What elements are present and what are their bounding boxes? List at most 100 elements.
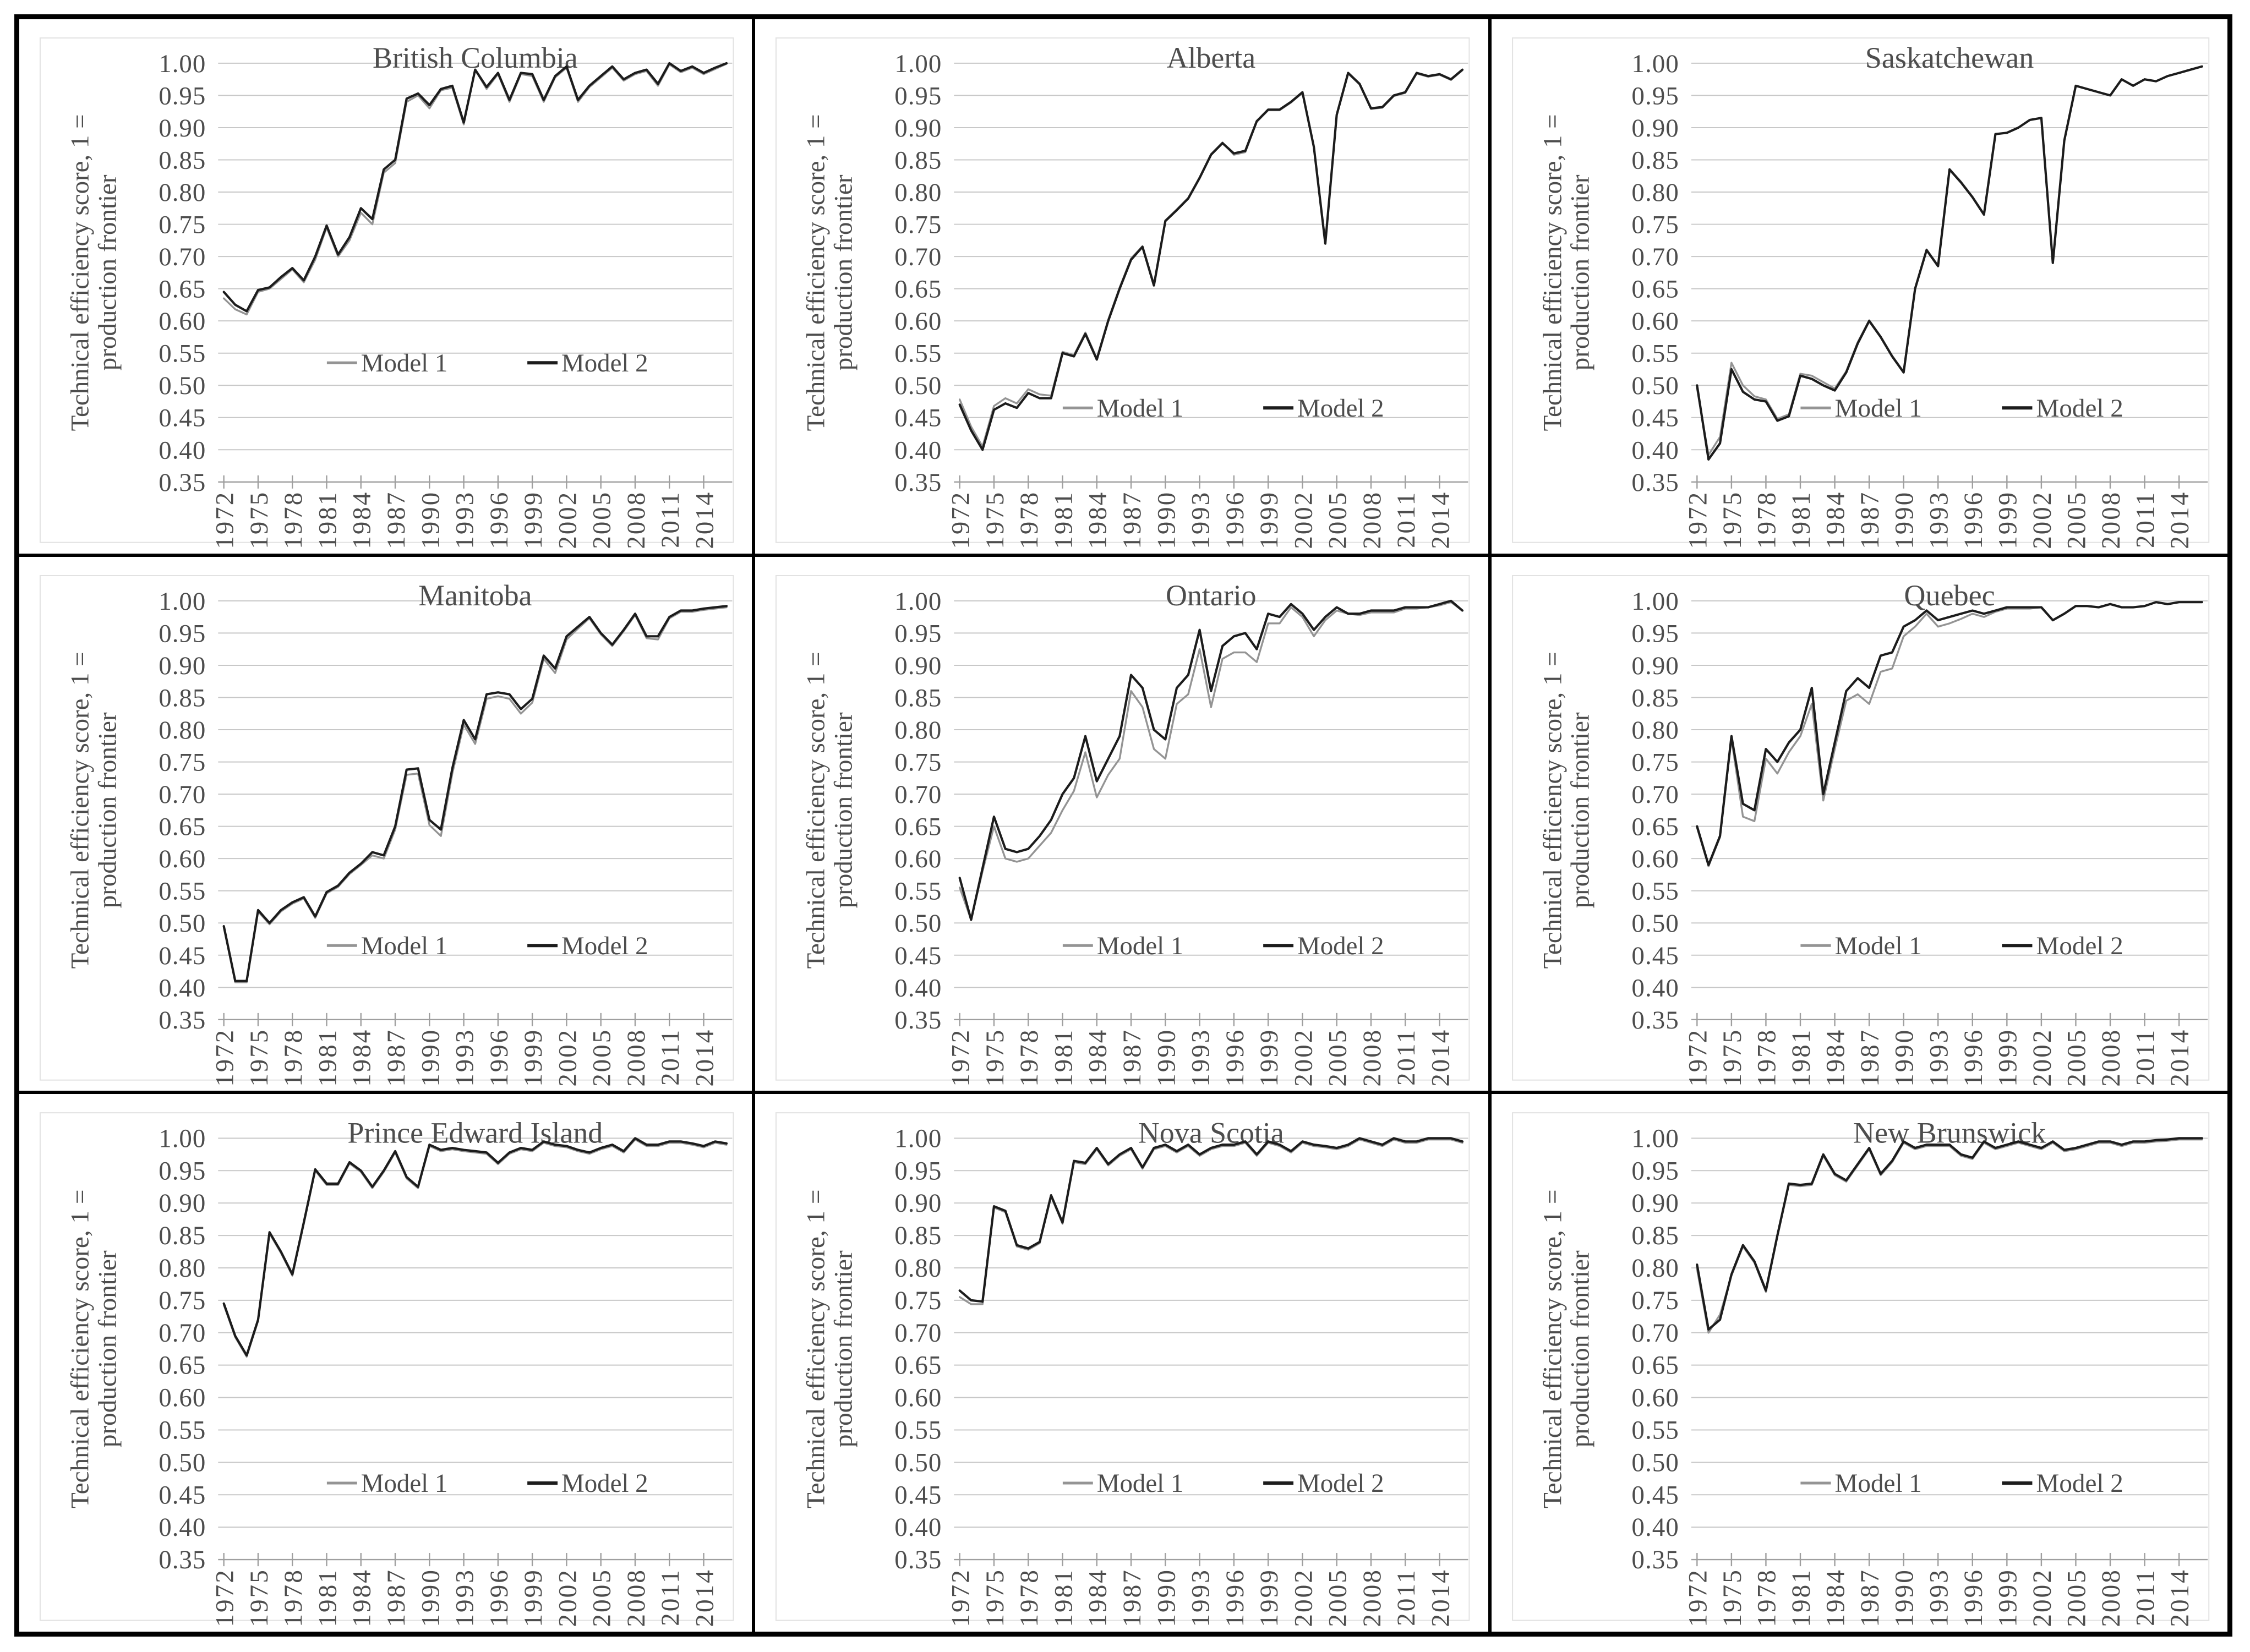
y-tick-label-0.85: 0.85	[1631, 683, 1679, 712]
x-tick-label-2002: 2002	[553, 1028, 582, 1086]
y-tick-label-0.45: 0.45	[895, 404, 942, 433]
y-tick-label-0.60: 0.60	[895, 845, 942, 873]
y-tick-label-0.50: 0.50	[159, 909, 206, 938]
x-tick-label-1978: 1978	[1752, 491, 1781, 549]
x-tick-label-1990: 1990	[1890, 1568, 1919, 1627]
x-tick-label-1972: 1972	[947, 491, 975, 549]
chart-saskatchewan: 1.00 0.95 0.90 0.85 0.80 0.75 0.70 0.65 0.60 0.55…	[1511, 37, 2209, 549]
legend-label-model-1: Model 1	[1834, 932, 1921, 960]
legend-label-model-2: Model 2	[561, 932, 648, 960]
series-model-2-line	[222, 62, 728, 313]
y-tick-label-0.45: 0.45	[159, 404, 206, 433]
y-tick-label-0.70: 0.70	[895, 1319, 942, 1348]
y-tick-label-0.85: 0.85	[159, 683, 206, 712]
x-tick-label-2011: 2011	[656, 1568, 685, 1626]
y-tick-label-0.65: 0.65	[159, 275, 206, 304]
x-tick-label-2008: 2008	[2097, 491, 2126, 549]
plot-frame	[1511, 37, 2209, 543]
y-tick-label-0.35: 0.35	[895, 1005, 942, 1034]
x-tick-label-1996: 1996	[485, 491, 514, 549]
y-tick-label-0.95: 0.95	[1631, 1157, 1679, 1186]
x-tick-label-1996: 1996	[1221, 491, 1249, 549]
x-tick-label-2008: 2008	[622, 1568, 651, 1627]
y-tick-label-0.50: 0.50	[1631, 1449, 1679, 1478]
y-axis-title-line2: production frontier	[1566, 712, 1594, 908]
plot-frame	[776, 37, 1470, 543]
x-tick-label-2002: 2002	[1290, 1568, 1318, 1627]
series-model-1-line	[959, 69, 1464, 448]
x-tick-label-1972: 1972	[947, 1568, 975, 1627]
x-tick-label-1972: 1972	[211, 1028, 239, 1086]
legend-label-model-1: Model 1	[1097, 394, 1184, 423]
legend-label-model-2: Model 2	[2036, 394, 2123, 423]
y-tick-label-0.45: 0.45	[159, 941, 206, 970]
x-tick-label-2011: 2011	[656, 491, 685, 548]
chart-cell-ontario: 1.00 0.95 0.90 0.85 0.80 0.75 0.70 0.65 0.60 0.55…	[755, 556, 1492, 1095]
x-tick-label-2005: 2005	[588, 491, 616, 549]
chart-new-brunswick: 1.00 0.95 0.90 0.85 0.80 0.75 0.70 0.65 0.60 0.55…	[1511, 1112, 2209, 1627]
y-tick-label-0.95: 0.95	[895, 1157, 942, 1186]
legend: Model 1 Model 2	[326, 1469, 648, 1498]
x-tick-label-2002: 2002	[1290, 1028, 1318, 1086]
y-tick-label-0.60: 0.60	[895, 1384, 942, 1413]
x-tick-label-2014: 2014	[2166, 1028, 2194, 1086]
legend-label-model-2: Model 2	[2036, 932, 2123, 960]
y-tick-label-0.85: 0.85	[895, 146, 942, 174]
y-tick-label-1.00: 1.00	[895, 1125, 942, 1153]
y-tick-label-0.75: 0.75	[1631, 748, 1679, 776]
y-tick-label-0.85: 0.85	[159, 1222, 206, 1250]
x-tick-label-1993: 1993	[451, 491, 479, 549]
y-tick-label-0.35: 0.35	[895, 1546, 942, 1574]
y-tick-label-0.75: 0.75	[1631, 1287, 1679, 1315]
chart-cell-manitoba: 1.00 0.95 0.90 0.85 0.80 0.75 0.70 0.65 0.60 0.55…	[19, 556, 756, 1095]
x-tick-label-2008: 2008	[622, 1028, 651, 1086]
x-tick-label-1987: 1987	[382, 1028, 411, 1086]
x-tick-label-1972: 1972	[947, 1028, 975, 1086]
x-tick-label-2014: 2014	[690, 1028, 719, 1086]
y-tick-label-0.80: 0.80	[1631, 716, 1679, 745]
x-tick-label-1987: 1987	[1856, 491, 1885, 549]
y-tick-label-1.00: 1.00	[159, 587, 206, 616]
y-tick-label-1.00: 1.00	[895, 587, 942, 616]
y-tick-label-1.00: 1.00	[159, 1125, 206, 1153]
y-tick-label-0.40: 0.40	[1631, 1514, 1679, 1542]
legend: Model 1 Model 2	[326, 932, 648, 960]
x-tick-label-1978: 1978	[1752, 1568, 1781, 1627]
chart-british-columbia: 1.00 0.95 0.90 0.85 0.80 0.75 0.70 0.65 0.60 0.55…	[39, 37, 734, 549]
chart-title: Ontario	[1166, 579, 1257, 612]
x-tick-label-1975: 1975	[1718, 1568, 1747, 1627]
y-tick-label-0.35: 0.35	[1631, 1546, 1679, 1574]
x-tick-label-1987: 1987	[1118, 1568, 1146, 1627]
y-tick-label-0.60: 0.60	[1631, 845, 1679, 873]
x-tick-label-2002: 2002	[2028, 1568, 2057, 1627]
y-tick-label-0.85: 0.85	[895, 683, 942, 712]
y-tick-label-0.50: 0.50	[895, 371, 942, 400]
x-tick-label-2008: 2008	[622, 491, 651, 549]
chart-title: Manitoba	[418, 579, 532, 612]
chart-title: Alberta	[1167, 41, 1256, 74]
legend: Model 1 Model 2	[326, 349, 648, 378]
x-tick-label-1996: 1996	[485, 1568, 514, 1627]
chart-title: Saskatchewan	[1865, 41, 2034, 74]
x-tick-label-2002: 2002	[2028, 1028, 2057, 1086]
chart-cell-nova-scotia: 1.00 0.95 0.90 0.85 0.80 0.75 0.70 0.65 0.60 0.55…	[755, 1094, 1492, 1632]
x-tick-label-1975: 1975	[1718, 1028, 1747, 1086]
x-tick-label-2005: 2005	[1324, 1028, 1352, 1086]
y-tick-label-0.90: 0.90	[159, 114, 206, 143]
series-model-1-line	[1696, 65, 2203, 456]
y-tick-label-0.55: 0.55	[159, 877, 206, 905]
y-tick-label-0.40: 0.40	[1631, 436, 1679, 464]
x-tick-label-1984: 1984	[1821, 491, 1850, 549]
y-tick-label-0.45: 0.45	[159, 1481, 206, 1510]
x-tick-label-2008: 2008	[1358, 1028, 1386, 1086]
chart-nova-scotia: 1.00 0.95 0.90 0.85 0.80 0.75 0.70 0.65 0.60 0.55…	[776, 1112, 1470, 1627]
x-tick-label-1978: 1978	[1015, 1568, 1044, 1627]
x-tick-label-1990: 1990	[1890, 491, 1919, 549]
y-tick-label-0.95: 0.95	[1631, 81, 1679, 110]
chart-cell-saskatchewan: 1.00 0.95 0.90 0.85 0.80 0.75 0.70 0.65 0.60 0.55…	[1491, 19, 2227, 557]
x-tick-label-2002: 2002	[1290, 491, 1318, 549]
y-tick-label-0.50: 0.50	[895, 909, 942, 938]
legend-label-model-1: Model 1	[361, 932, 448, 960]
chart-quebec: 1.00 0.95 0.90 0.85 0.80 0.75 0.70 0.65 0.60 0.55…	[1511, 575, 2209, 1086]
y-tick-label-0.40: 0.40	[159, 1513, 206, 1542]
